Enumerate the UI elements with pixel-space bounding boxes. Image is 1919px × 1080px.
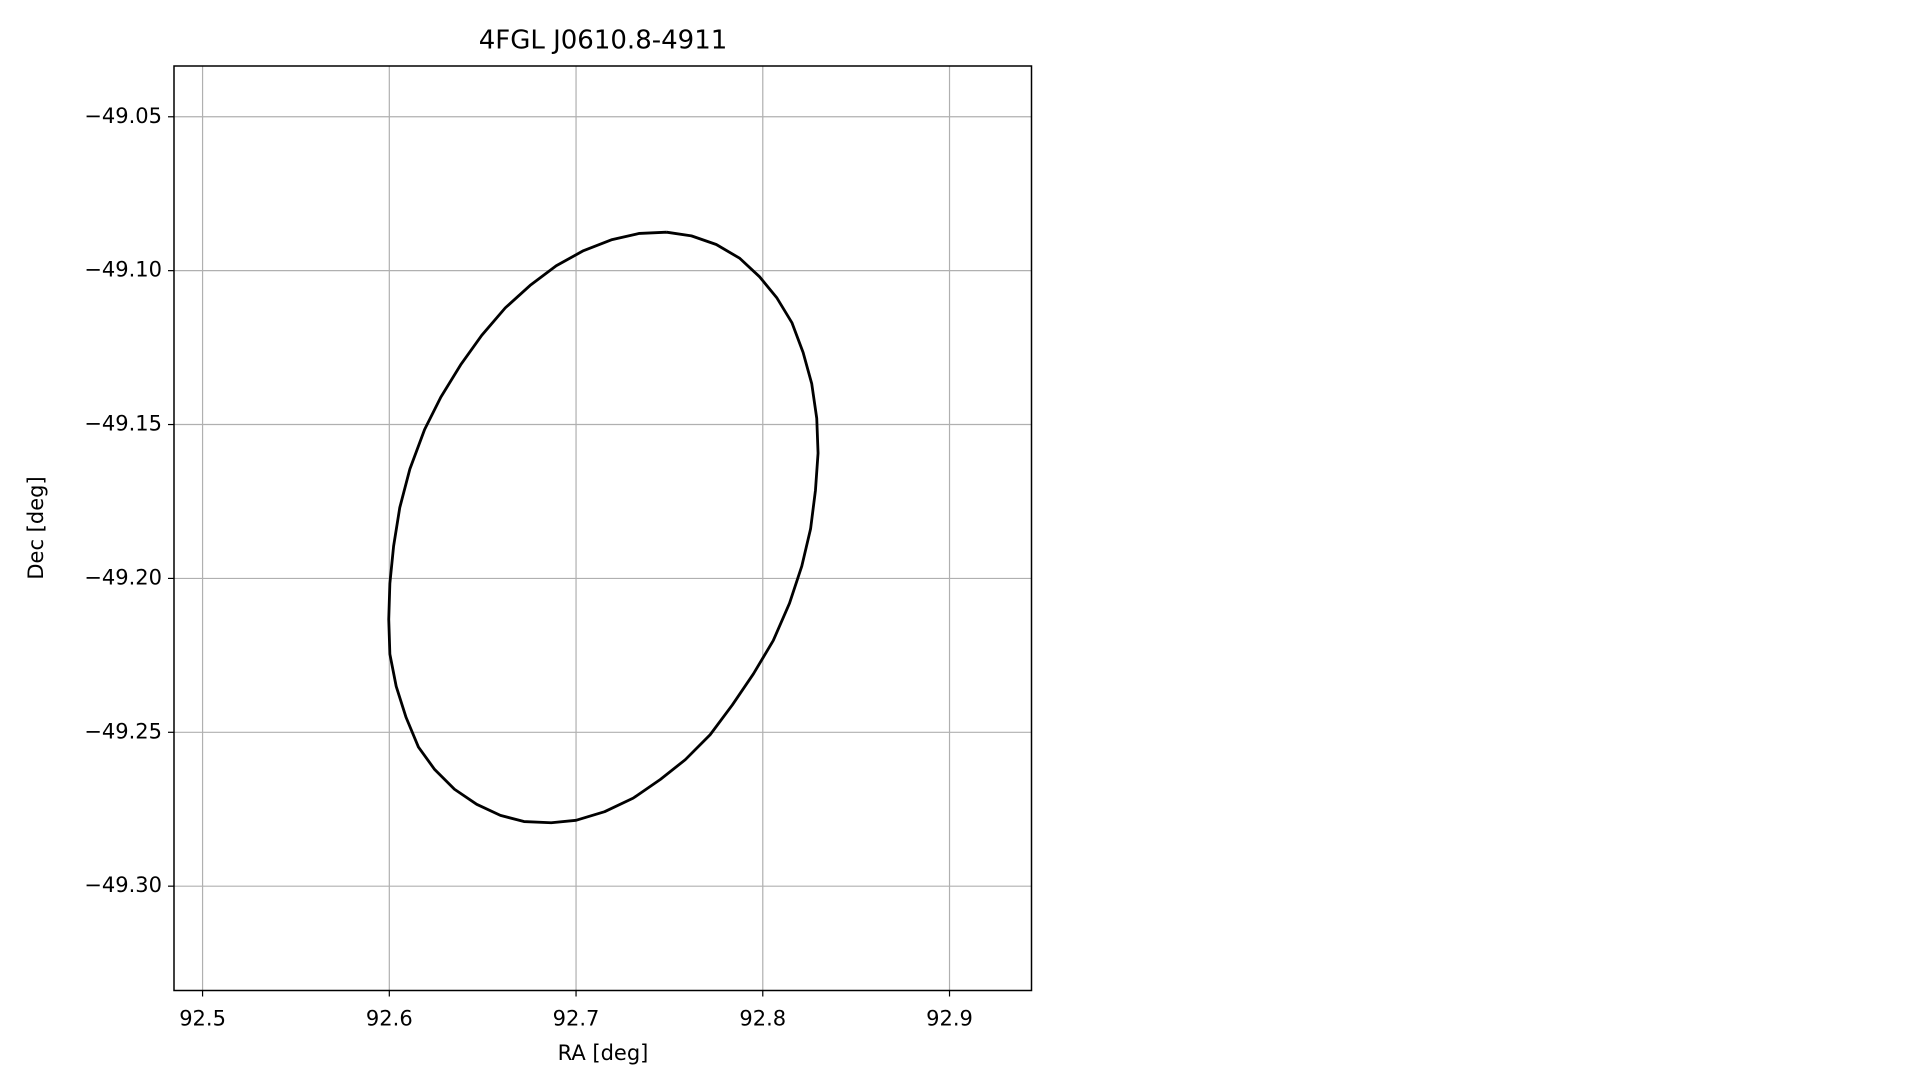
y-axis-label: Dec [deg] bbox=[24, 476, 48, 579]
x-tick-label: 92.5 bbox=[179, 1007, 226, 1031]
y-tick-label: −49.15 bbox=[84, 412, 162, 436]
y-tick-label: −49.20 bbox=[84, 565, 162, 589]
x-tick-label: 92.7 bbox=[553, 1007, 600, 1031]
y-tick-label: −49.10 bbox=[84, 258, 162, 282]
x-tick-label: 92.8 bbox=[739, 1007, 786, 1031]
data-line bbox=[387, 230, 820, 825]
x-tick-label: 92.9 bbox=[926, 1007, 973, 1031]
chart-title: 4FGL J0610.8-4911 bbox=[479, 26, 728, 56]
y-tick-label: −49.05 bbox=[84, 104, 162, 128]
x-axis-label: RA [deg] bbox=[558, 1041, 649, 1065]
y-tick-label: −49.30 bbox=[84, 873, 162, 897]
y-tick-label: −49.25 bbox=[84, 719, 162, 743]
x-tick-label: 92.6 bbox=[366, 1007, 413, 1031]
plot-frame bbox=[173, 65, 1033, 992]
